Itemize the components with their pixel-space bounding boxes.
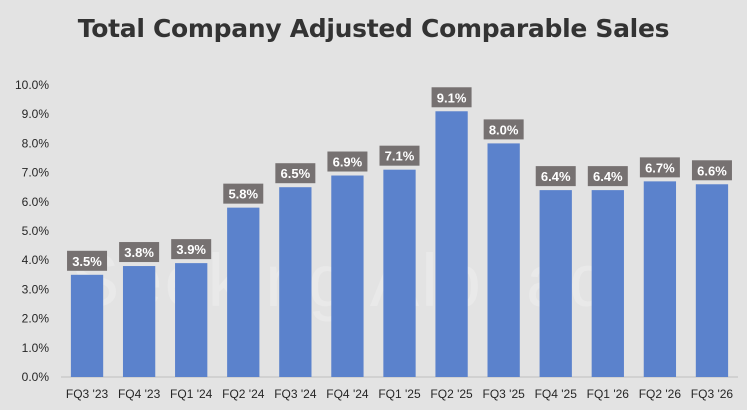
chart-title: Total Company Adjusted Comparable Sales xyxy=(77,14,670,43)
bar xyxy=(695,184,729,377)
bar xyxy=(227,207,260,377)
bar xyxy=(331,175,364,377)
y-tick-label: 6.0% xyxy=(22,195,50,209)
y-tick-label: 7.0% xyxy=(22,166,50,180)
data-label-box xyxy=(587,166,628,187)
x-tick-label: FQ3 '26 xyxy=(691,387,734,401)
data-label: 8.0% xyxy=(489,122,519,137)
data-label: 6.9% xyxy=(333,155,363,170)
data-label: 3.8% xyxy=(124,245,154,260)
data-label: 6.4% xyxy=(541,169,571,184)
data-label-box xyxy=(379,145,420,166)
y-tick-label: 9.0% xyxy=(22,107,50,121)
y-tick-label: 2.0% xyxy=(22,312,50,326)
x-tick-label: FQ1 '26 xyxy=(587,387,630,401)
data-label: 9.1% xyxy=(437,90,467,105)
data-label: 3.5% xyxy=(72,254,102,269)
bar xyxy=(279,187,312,377)
data-label: 6.5% xyxy=(281,166,311,181)
data-label-box xyxy=(171,239,212,260)
y-tick-label: 4.0% xyxy=(22,253,50,267)
y-tick-label: 8.0% xyxy=(22,136,50,150)
y-tick-label: 3.0% xyxy=(22,282,50,296)
y-tick-label: 5.0% xyxy=(22,224,50,238)
x-tick-label: FQ3 '25 xyxy=(482,387,525,401)
bar xyxy=(539,190,572,377)
bar xyxy=(591,190,624,377)
data-label: 7.1% xyxy=(385,149,415,164)
data-label-box xyxy=(691,160,732,181)
y-tick-label: 10.0% xyxy=(15,78,49,92)
data-label-box xyxy=(639,157,680,178)
data-label-box xyxy=(223,183,264,204)
data-label: 5.8% xyxy=(228,187,258,202)
data-label-box xyxy=(535,166,576,187)
x-tick-label: FQ2 '24 xyxy=(222,387,265,401)
bar xyxy=(70,274,104,377)
bar xyxy=(175,263,208,377)
bar xyxy=(122,266,156,377)
data-label-box xyxy=(483,119,524,140)
x-tick-label: FQ4 '24 xyxy=(326,387,369,401)
data-label-box xyxy=(275,163,316,184)
x-tick-label: FQ3 '23 xyxy=(66,387,109,401)
data-label: 6.7% xyxy=(645,160,675,175)
data-label: 6.6% xyxy=(697,163,727,178)
bar xyxy=(487,143,520,377)
data-label-box xyxy=(67,250,108,271)
x-tick-label: FQ2 '26 xyxy=(639,387,682,401)
y-tick-label: 0.0% xyxy=(22,370,50,384)
bar xyxy=(435,111,468,377)
bar xyxy=(383,169,416,377)
data-label: 6.4% xyxy=(593,169,623,184)
x-tick-label: FQ3 '24 xyxy=(274,387,317,401)
data-label-box xyxy=(431,87,472,108)
data-label: 3.9% xyxy=(176,242,206,257)
x-tick-label: FQ2 '25 xyxy=(430,387,473,401)
y-tick-label: 1.0% xyxy=(22,341,50,355)
x-tick-label: FQ4 '25 xyxy=(535,387,578,401)
bar xyxy=(643,181,677,377)
data-label-box xyxy=(327,151,368,172)
data-label-box xyxy=(119,242,160,263)
x-tick-label: FQ1 '24 xyxy=(170,387,213,401)
x-tick-label: FQ1 '25 xyxy=(378,387,421,401)
x-tick-label: FQ4 '23 xyxy=(118,387,161,401)
